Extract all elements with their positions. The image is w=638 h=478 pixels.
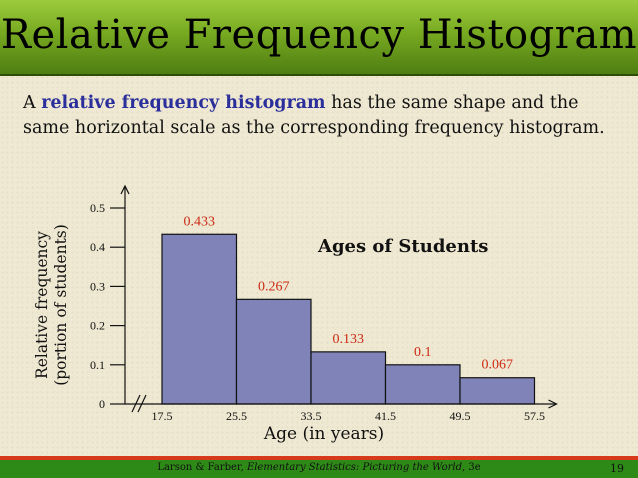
- histogram-bar: [384, 364, 461, 405]
- footer-book-title: Elementary Statistics: Picturing the Wor…: [246, 462, 463, 473]
- y-tick-label: 0.2: [90, 319, 105, 333]
- footer-citation: Larson & Farber, Elementary Statistics: …: [0, 462, 638, 473]
- x-tick-label: 33.5: [301, 409, 322, 423]
- bar-value-label: 0.067: [482, 358, 514, 373]
- bar-value-label: 0.1: [414, 345, 432, 360]
- x-tick-label: 57.5: [524, 409, 545, 423]
- chart-title: Ages of Students: [318, 236, 489, 257]
- bar-value-label: 0.267: [258, 279, 290, 294]
- intro-paragraph: A relative frequency histogram has the s…: [23, 91, 623, 141]
- x-tick-label: 17.5: [152, 409, 173, 423]
- intro-text-end: has the same shape and the same horizont…: [23, 93, 605, 138]
- footer-bar: [0, 456, 638, 478]
- y-tick-label: 0.3: [90, 279, 105, 293]
- histogram-bar: [161, 233, 238, 405]
- y-tick-label: 0: [99, 397, 105, 411]
- axis-break-mark: [137, 394, 147, 413]
- y-tick-label: 0.4: [90, 240, 105, 254]
- y-axis-arrow: [120, 184, 130, 195]
- bar-value-label: 0.433: [184, 214, 216, 229]
- x-tick-label: 49.5: [450, 409, 471, 423]
- histogram-bar: [310, 351, 387, 405]
- x-axis-label: Age (in years): [263, 424, 385, 444]
- intro-text-start: A: [23, 93, 42, 113]
- y-tick-label: 0.5: [90, 201, 105, 215]
- axis-break-mark: [131, 394, 141, 413]
- footer-edition: , 3e: [462, 462, 481, 473]
- y-tick-label: 0.1: [90, 358, 105, 372]
- y-axis-label: Relative frequency (portion of students): [33, 224, 71, 386]
- title-bar: [0, 0, 638, 76]
- histogram-bar: [235, 298, 312, 405]
- y-axis-label-line2: (portion of students): [52, 224, 70, 386]
- bar-value-label: 0.133: [333, 332, 365, 347]
- slide-title: Relative Frequency Histogram: [0, 12, 638, 58]
- histogram-bar: [459, 377, 536, 405]
- footer-authors: Larson & Farber,: [157, 462, 247, 473]
- intro-highlight-term: relative frequency histogram: [41, 93, 326, 113]
- y-axis-label-line1: Relative frequency: [33, 231, 51, 379]
- page-number: 19: [610, 462, 624, 475]
- x-tick-label: 25.5: [226, 409, 247, 423]
- x-tick-label: 41.5: [375, 409, 396, 423]
- x-axis-arrow: [548, 399, 558, 409]
